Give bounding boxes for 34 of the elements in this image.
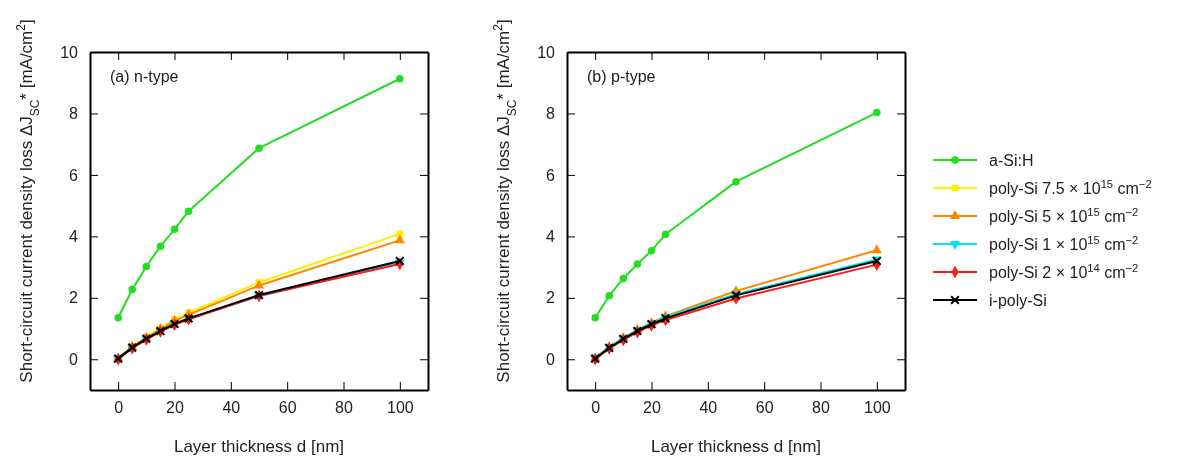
y-tick-label: 6 [546, 166, 556, 184]
text: (b) p-type [587, 68, 656, 85]
x-tick-label: 60 [755, 399, 774, 417]
x-tick-label: 20 [166, 399, 184, 417]
legend-label: poly-Si 2 × 10$^{14}$ cm$^{−2}$ [989, 262, 1139, 281]
y-tick-label: 2 [546, 289, 556, 307]
x-tick-label: 100 [863, 399, 891, 417]
x-axis-title: Layer thickness d [nm] [173, 437, 345, 456]
y-tick-label: 4 [69, 227, 79, 245]
x-tick-label: 100 [386, 399, 414, 417]
x-tick-label: 40 [699, 399, 718, 417]
legend-label: poly-Si 1 × 10$^{15}$ cm$^{−2}$ [989, 234, 1139, 253]
y-tick-label: 10 [537, 43, 556, 61]
legend-label: i-poly-Si [989, 292, 1047, 309]
y-tick-label: 8 [546, 105, 556, 123]
y-tick-label: 0 [546, 350, 556, 368]
x-tick-label: 20 [643, 399, 661, 417]
x-tick-label: 80 [335, 399, 353, 417]
legend-label: a-Si:H [989, 152, 1034, 169]
x-axis-title: Layer thickness d [nm] [650, 437, 822, 456]
y-tick-label: 10 [60, 43, 79, 61]
x-tick-label: 80 [812, 399, 830, 417]
y-tick-label: 6 [69, 166, 79, 184]
y-tick-label: 0 [69, 350, 79, 368]
x-tick-label: 40 [222, 399, 241, 417]
y-tick-label: 2 [69, 289, 79, 307]
x-tick-label: 60 [278, 399, 297, 417]
y-tick-label: 4 [546, 227, 556, 245]
x-tick-label: 0 [591, 399, 601, 417]
y-tick-label: 8 [69, 105, 79, 123]
text: (a) n-type [110, 68, 179, 85]
legend-label: poly-Si 5 × 10$^{15}$ cm$^{−2}$ [989, 206, 1139, 225]
legend-label: poly-Si 7.5 × 10$^{15}$ cm$^{−2}$ [989, 178, 1152, 197]
x-tick-label: 0 [114, 399, 124, 417]
